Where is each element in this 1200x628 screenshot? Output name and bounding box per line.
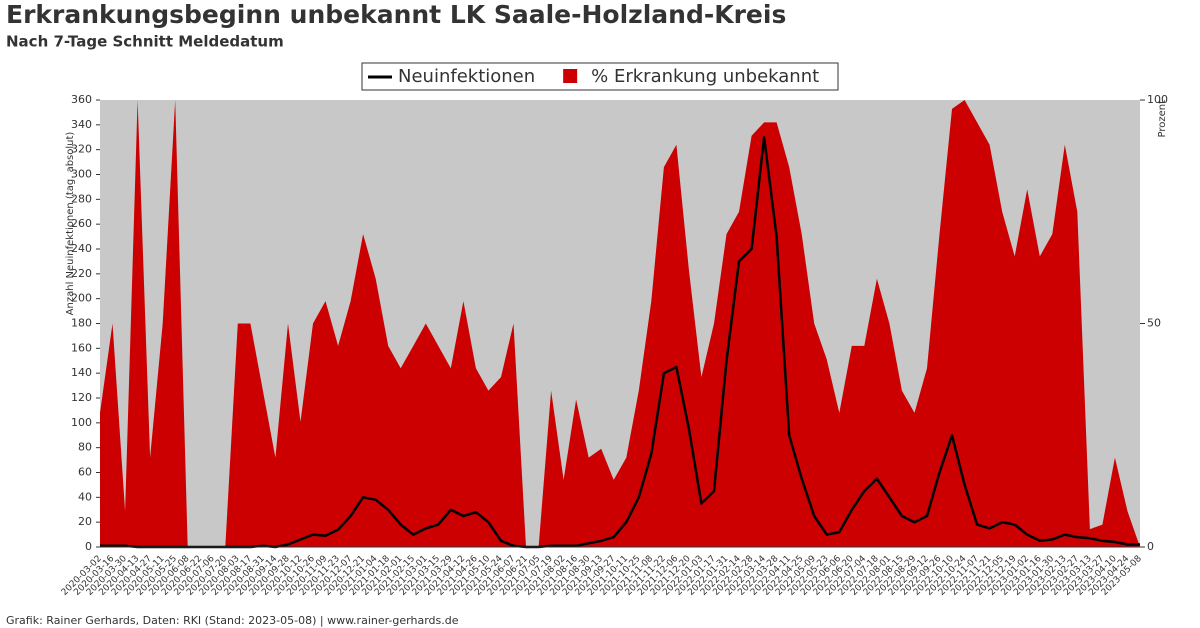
- y-tick-label: 360: [71, 93, 92, 106]
- y-tick-label: 260: [71, 217, 92, 230]
- y-tick-label: 80: [78, 441, 92, 454]
- legend-box: [361, 62, 839, 91]
- y-tick-label: 240: [71, 242, 92, 255]
- y2-axis-label: Prozent: [1157, 100, 1168, 138]
- y-tick-label: 200: [71, 292, 92, 305]
- area: [100, 100, 1140, 547]
- legend-label: % Erkrankung unbekannt: [591, 66, 819, 87]
- y2-tick-label: 0: [1147, 540, 1154, 553]
- y-tick-label: 280: [71, 192, 92, 205]
- y-tick-label: 0: [85, 540, 92, 553]
- y-axis-label: Anzahl Neuinfektionen (tag. absolut): [65, 132, 76, 316]
- y-tick-label: 220: [71, 267, 92, 280]
- y-tick-label: 120: [71, 391, 92, 404]
- legend-swatch: [563, 69, 578, 83]
- y-tick-label: 160: [71, 341, 92, 354]
- y2-tick-label: 50: [1147, 317, 1161, 330]
- chart-title: Erkrankungsbeginn unbekannt LK Saale-Hol…: [6, 0, 786, 29]
- legend-label: Neuinfektionen: [398, 66, 535, 87]
- y-tick-label: 180: [71, 317, 92, 330]
- y-tick-label: 20: [78, 515, 92, 528]
- y-tick-label: 300: [71, 168, 92, 181]
- legend: Neuinfektionen % Erkrankung unbekannt: [361, 62, 839, 91]
- y-tick-label: 100: [71, 416, 92, 429]
- y-tick-label: 340: [71, 118, 92, 131]
- y-tick-label: 140: [71, 366, 92, 379]
- chart-subtitle: Nach 7-Tage Schnitt Meldedatum: [6, 33, 284, 51]
- y2-tick-label: 100: [1147, 93, 1168, 106]
- footer: Grafik: Rainer Gerhards, Daten: RKI (Sta…: [6, 614, 459, 627]
- y-tick-label: 320: [71, 143, 92, 156]
- y-tick-label: 40: [78, 490, 92, 503]
- y-tick-label: 60: [78, 466, 92, 479]
